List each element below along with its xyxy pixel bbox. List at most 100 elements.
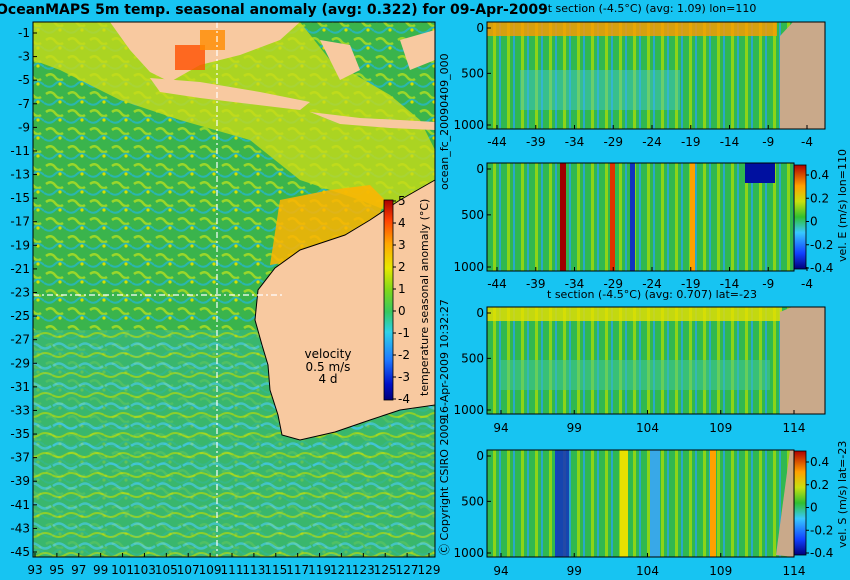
section-t-lon-land [780,22,825,129]
land-sulawesi [320,40,360,80]
map-x-tick-label: 119 [308,563,331,577]
map-y-tick-label: -45 [10,545,30,559]
velocity-key-label: velocity [305,347,352,361]
section-t-lat-land [780,307,825,414]
section-x-tick-label: -34 [565,135,585,149]
velocity-key-duration: 4 d [318,372,337,386]
map-y-tick-label: -41 [10,498,30,512]
map-x-tick-label: 99 [93,563,108,577]
section-vs-lat-frame [486,449,795,558]
section-x-tick-label: -14 [720,277,740,291]
temperature-colorbar: -4 -3 -2 -1 0 1 2 3 4 5 temperature seasonal anom… [383,194,431,406]
section-x-tick-label: 94 [493,564,508,578]
map-x-tick-label: 97 [71,563,86,577]
section-vs-lat-x-axis: 94 99 104 109 114 [493,553,805,578]
temperature-colorbar-ticks: -4 -3 -2 -1 0 1 2 3 4 5 [393,194,410,406]
map-coastal-hot-band [270,185,385,265]
section-x-tick-label: -19 [681,277,701,291]
map-y-tick-label: -13 [10,168,30,182]
section-t-lon-x-axis: -44 -39 -34 -29 -24 -19 -14 -9 -4 [487,125,813,149]
section-x-tick-label: 104 [636,421,659,435]
section-y-tick-label: 500 [461,208,484,222]
section-t-lon-y-axis: 0 500 1000 [453,21,491,132]
section-x-tick-label: -24 [642,277,662,291]
section-x-tick-label: -24 [642,135,662,149]
section-ve-lon-jet [690,163,695,271]
section-t-lon-frame [486,21,826,130]
map-y-tick-label: -19 [10,238,30,252]
section-vs-lat-jet [710,450,716,557]
section-vs-lat-colorbar-label: vel. S (m/s) lat=-23 [836,441,849,548]
velocity-key-speed: 0.5 m/s [306,360,351,374]
section-x-tick-label: -29 [603,135,623,149]
temperature-colorbar-tick-label: 4 [398,216,406,230]
map-y-tick-label: -31 [10,380,30,394]
map-warm-anomaly [33,22,435,230]
section-t-lon-cool [520,70,680,110]
section-x-tick-label: -29 [603,277,623,291]
map-panel: -1-3-5-7-9-11-13-15-17-19-21-23-25-27-29… [10,21,440,577]
section-x-tick-label: -4 [801,135,813,149]
section-x-tick-label: 94 [493,421,508,435]
run-date: 16-Apr-2009 10:32:27 [438,299,451,420]
map-x-axis: 93 95 97 99 10110310510710911111311511711912… [27,553,440,577]
section-t-lat-title: t section (-4.5°C) (avg: 0.707) lat=-23 [547,288,757,301]
map-y-tick-label: -39 [10,474,30,488]
temperature-colorbar-tick-label: 1 [398,282,406,296]
section-t-lat-y-axis: 0 500 1000 [453,306,491,417]
section-y-tick-label: 1000 [453,260,484,274]
map-x-tick-label: 105 [155,563,178,577]
section-t-lat-band [500,360,770,390]
temperature-colorbar-tick-label: -3 [398,370,410,384]
section-x-tick-label: -19 [681,135,701,149]
map-y-tick-label: -25 [10,309,30,323]
map-x-tick-label: 125 [374,563,397,577]
section-vs-lat-colorbar [793,450,807,556]
section-vs-lat-jet [555,450,569,557]
section-y-tick-label: 500 [461,66,484,80]
temperature-colorbar-tick-label: 0 [398,304,406,318]
temperature-colorbar-label: temperature seasonal anomaly (°C) [418,199,431,396]
velocity-colorbar-tick-label: -0.4 [810,546,833,560]
map-y-tick-label: -21 [10,262,30,276]
temperature-colorbar-tick-label: -2 [398,348,410,362]
section-vs-lat-jet [620,450,628,557]
temperature-colorbar-gradient [383,199,394,401]
map-y-tick-label: -11 [10,144,30,158]
temperature-colorbar-tick-label: 5 [398,194,406,208]
section-vs-lat-panel: 0 500 1000 94 99 104 109 114 -0.4 -0.2 0 0.2 0.4 v… [453,441,849,578]
section-y-tick-label: 500 [461,351,484,365]
section-ve-lon-colorbar-ticks: -0.4 -0.2 0 0.2 0.4 [806,168,833,275]
velocity-colorbar-tick-label: 0.2 [810,478,829,492]
section-y-tick-label: 500 [461,494,484,508]
map-y-axis: -1 -3 -5 -7 -9 -11 -13 -15 -17 -19 -21 -23 -25 -27 -29… [10,26,37,559]
section-ve-lon-frame [486,162,795,272]
section-vs-lat-y-axis: 0 500 1000 [453,449,491,560]
map-y-tick-label: -35 [10,427,30,441]
land-timor [400,30,435,70]
map-x-tick-label: 121 [330,563,353,577]
section-x-tick-label: 114 [783,564,806,578]
hot-patch [200,30,225,50]
section-ve-lon-jet [560,163,566,271]
section-ve-lon-x-axis: -44 -39 -34 -29 -24 -19 -14 -9 -4 [487,267,813,291]
section-x-tick-label: -9 [762,277,774,291]
map-y-tick-label: -29 [10,356,30,370]
temperature-colorbar-tick-label: 3 [398,238,406,252]
map-x-tick-label: 111 [221,563,244,577]
velocity-colorbar-tick-label: -0.2 [810,238,833,252]
section-x-tick-label: -44 [487,277,507,291]
section-y-tick-label: 0 [476,306,484,320]
section-x-tick-label: -4 [801,277,813,291]
section-y-tick-label: 0 [476,162,484,176]
section-t-lat-frame [486,306,826,415]
section-ve-lon-colorbar-label: vel. E (m/s) lon=110 [836,149,849,262]
section-y-tick-label: 1000 [453,546,484,560]
section-x-tick-label: 99 [567,421,582,435]
land-java [150,78,310,110]
section-x-tick-label: -39 [526,135,546,149]
temperature-colorbar-tick-label: -4 [398,392,410,406]
map-y-tick-label: -1 [18,26,30,40]
map-x-tick-label: 93 [27,563,42,577]
land-nusa-tenggara [310,112,435,130]
